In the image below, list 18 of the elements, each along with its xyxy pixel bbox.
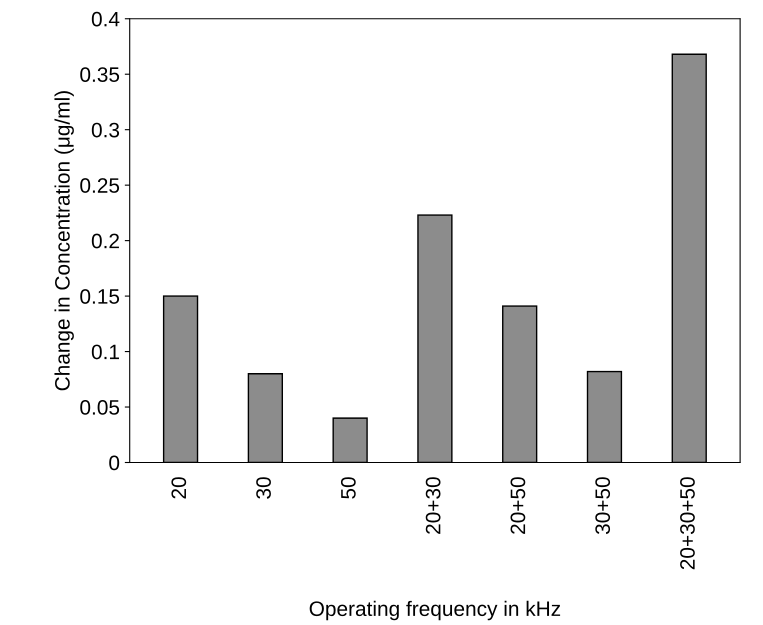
y-tick-label: 0.25	[80, 178, 120, 193]
y-tick-label: 0.4	[92, 12, 120, 27]
y-tick-label: 0.15	[80, 289, 120, 304]
x-tick-label: 20	[171, 477, 186, 499]
y-tick-label: 0	[109, 456, 120, 470]
x-tick-label: 30	[256, 477, 271, 499]
y-tick-label: 0.05	[80, 400, 120, 415]
y-axis-title: Change in Concentration (μg/ml)	[54, 91, 74, 390]
x-axis-title: Operating frequency in kHz	[310, 600, 560, 620]
x-tick-label: 20+30+50	[680, 477, 695, 570]
x-tick-label: 50	[340, 477, 356, 499]
y-tick-label: 0.3	[92, 122, 120, 138]
x-tick-label: 30+50	[595, 477, 610, 534]
y-tick-label: 0.2	[92, 234, 119, 248]
x-tick-label: 20+50	[510, 477, 526, 534]
y-tick-label: 0.35	[80, 67, 120, 82]
y-tick-label: 0.1	[92, 344, 119, 360]
x-tick-label: 20+30	[426, 477, 440, 534]
